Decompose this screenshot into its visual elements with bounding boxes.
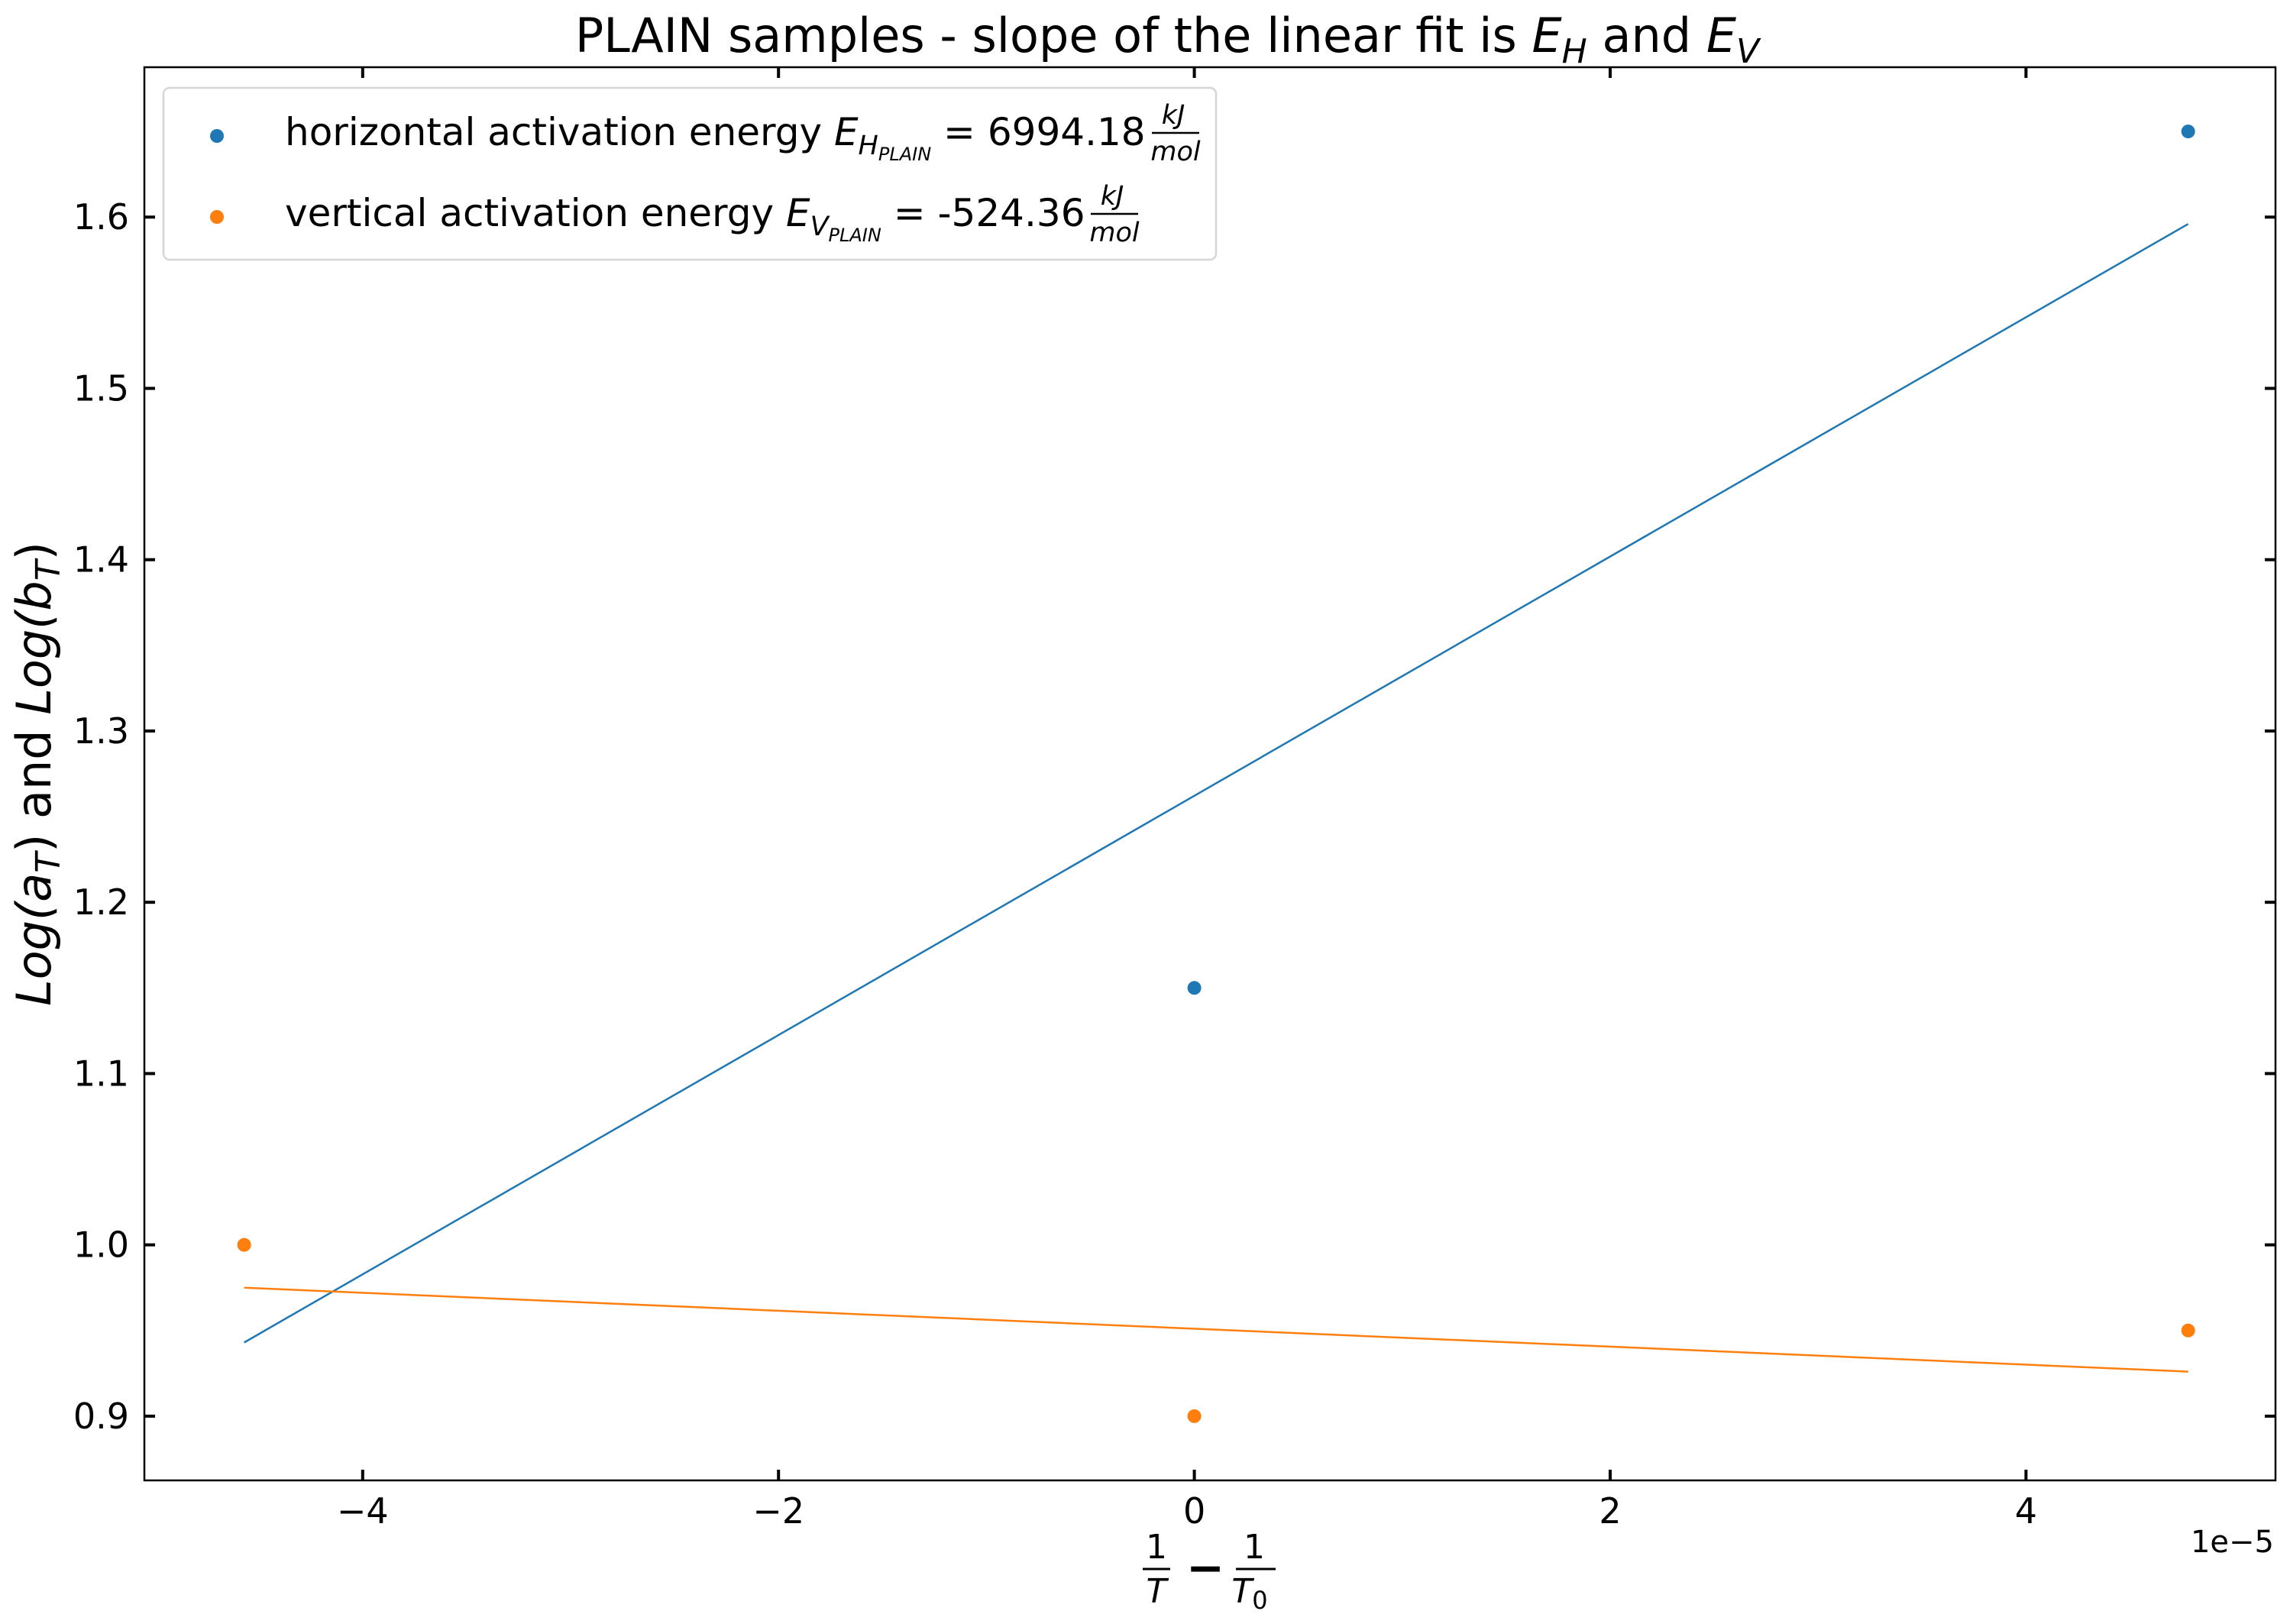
x-axis-label: 1 T − 1 T0 (1143, 1528, 1276, 1615)
svg-text:mol: mol (1089, 218, 1140, 248)
svg-text:1: 1 (1244, 1528, 1265, 1567)
svg-text:vertical activation energy EVP: vertical activation energy EVPLAIN = -52… (285, 191, 1085, 246)
y-axis-ticks: 0.9 1.0 1.1 1.2 1.3 1.4 1.5 1.6 (73, 196, 2275, 1437)
data-point-vertical (1187, 1409, 1202, 1423)
y-tick-label: 1.0 (73, 1224, 129, 1266)
svg-text:T0: T0 (1231, 1572, 1267, 1615)
svg-text:kJ: kJ (1101, 181, 1124, 212)
data-point-horizontal (2181, 125, 2195, 139)
y-tick-label: 1.6 (73, 196, 129, 238)
data-point-vertical (2181, 1323, 2195, 1338)
x-axis-ticks: −4 −2 0 2 4 (337, 67, 2037, 1532)
legend-box (162, 86, 1218, 261)
plot-frame (143, 66, 2277, 1482)
y-tick-label: 1.1 (73, 1053, 129, 1094)
fit-line-vertical (244, 1286, 2188, 1373)
fit-line-horizontal (244, 223, 2189, 1344)
data-point-vertical (237, 1237, 251, 1252)
x-tick-label: −4 (337, 1490, 389, 1532)
y-tick-label: 1.3 (73, 710, 129, 752)
y-tick-label: 1.5 (73, 367, 129, 409)
svg-text:T: T (1147, 1572, 1169, 1611)
chart-title: PLAIN samples - slope of the linear fit … (575, 8, 1761, 71)
y-axis-label: Log(aT) and Log(bT) (6, 542, 68, 1006)
svg-text:kJ: kJ (1162, 100, 1185, 131)
legend: horizontal activation energy EHPLAIN = 6… (162, 86, 1218, 261)
y-tick-label: 1.4 (73, 539, 129, 581)
x-tick-label: 4 (2015, 1490, 2037, 1532)
x-tick-label: −2 (752, 1490, 804, 1532)
x-tick-label: 2 (1599, 1490, 1621, 1532)
svg-text:1: 1 (1146, 1528, 1167, 1567)
svg-text:horizontal activation energy E: horizontal activation energy EHPLAIN = 6… (285, 110, 1146, 165)
x-tick-label: 0 (1183, 1490, 1205, 1532)
data-point-horizontal (1187, 981, 1202, 995)
y-tick-label: 1.2 (73, 882, 129, 923)
data-points (237, 125, 2195, 1423)
legend-marker-vertical (210, 210, 224, 224)
svg-text:mol: mol (1150, 137, 1201, 167)
fit-lines (244, 223, 2189, 1373)
legend-entry-horizontal: horizontal activation energy EHPLAIN = 6… (210, 100, 1201, 167)
svg-text:−: − (1186, 1542, 1224, 1595)
legend-marker-horizontal (210, 129, 224, 143)
legend-entry-vertical: vertical activation energy EVPLAIN = -52… (210, 181, 1140, 248)
x-scale-label: 1e−5 (2191, 1525, 2274, 1560)
y-tick-label: 0.9 (73, 1396, 129, 1437)
